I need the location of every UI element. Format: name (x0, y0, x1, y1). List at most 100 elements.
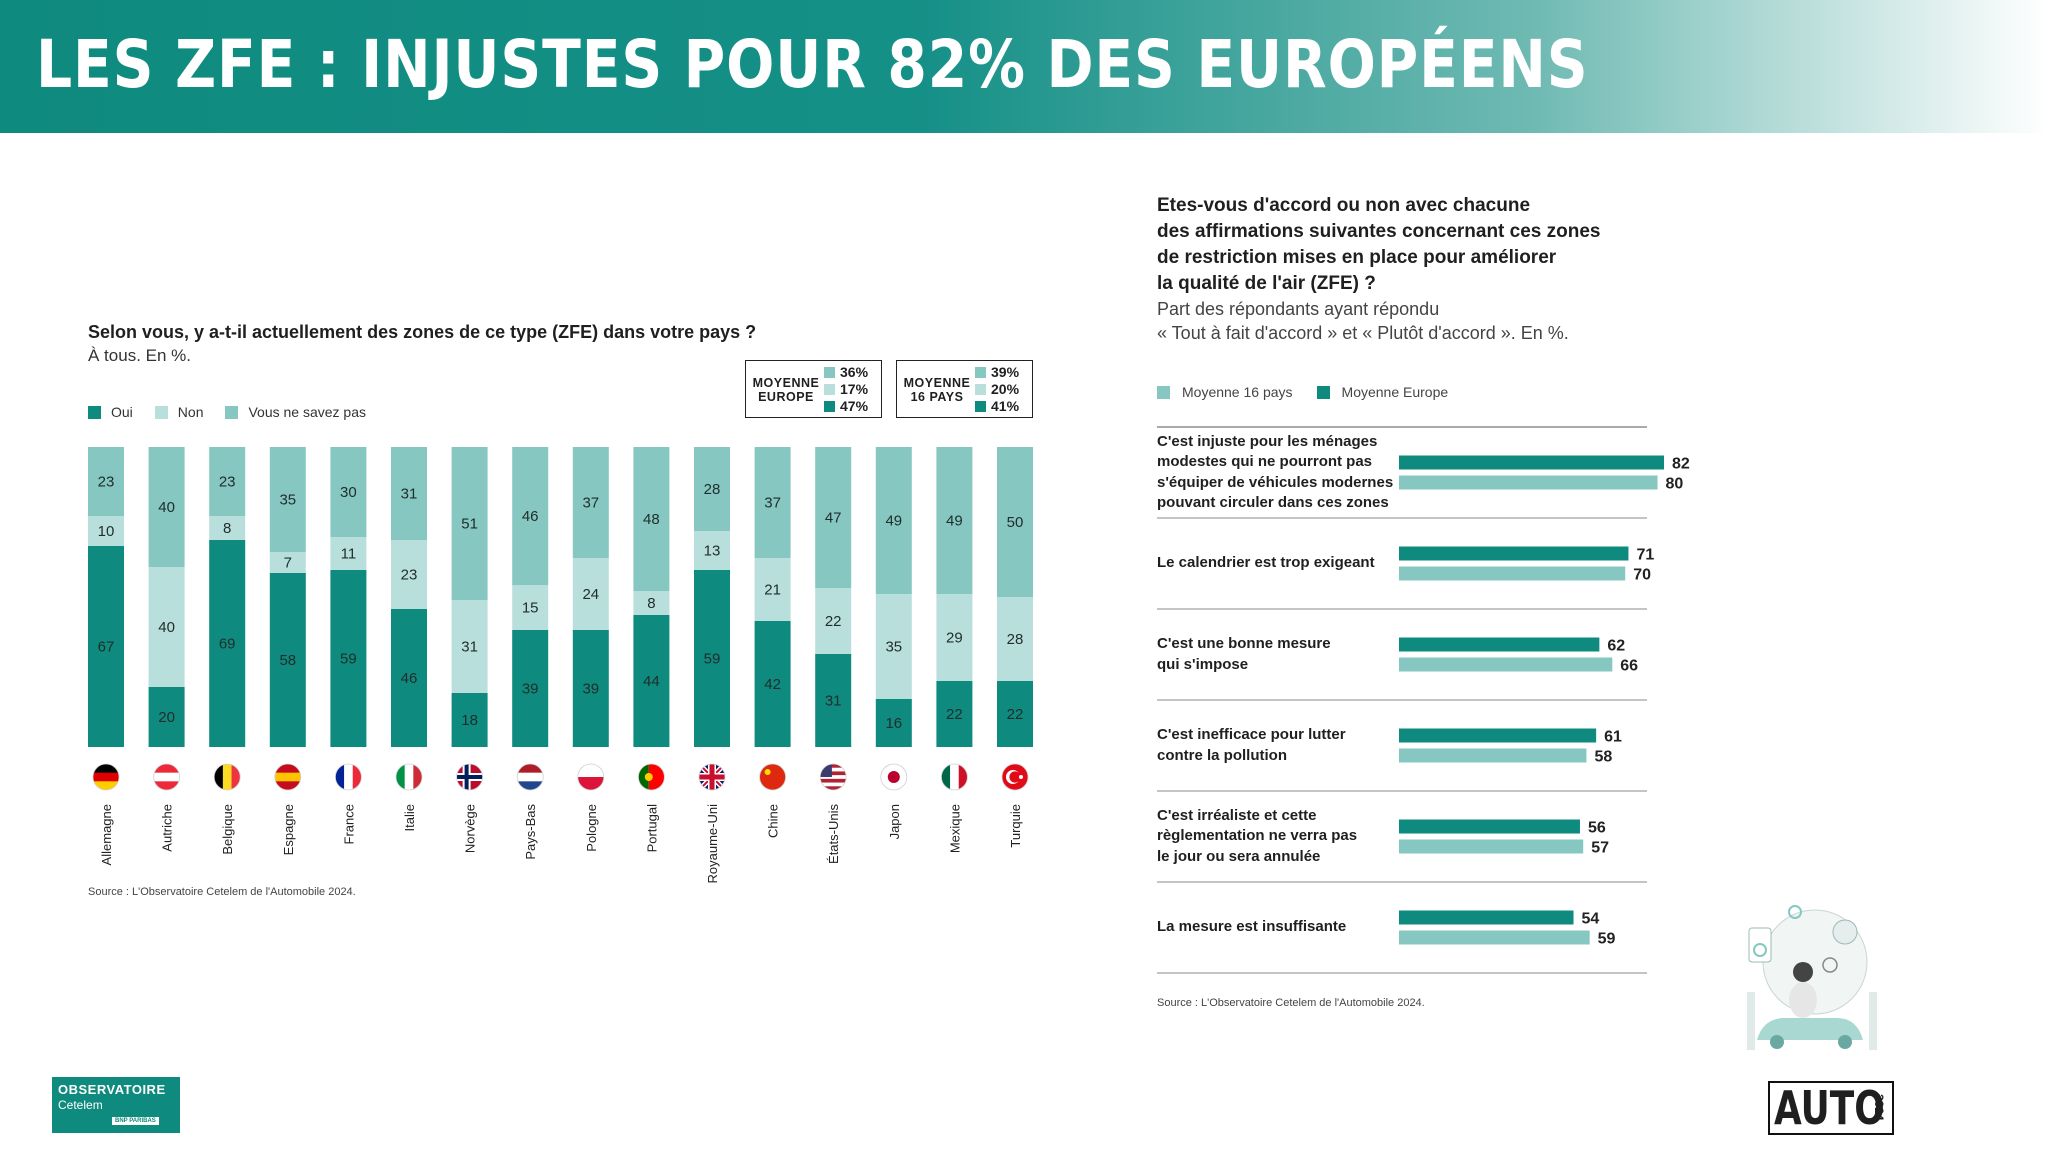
observatoire-logo: OBSERVATOIRE Cetelem BNP PARIBAS (52, 1077, 180, 1133)
flag-icon-2 (214, 764, 241, 790)
flag-icon-3 (274, 764, 301, 790)
label-non-12: 22 (825, 613, 842, 630)
label-oui-2: 69 (219, 636, 236, 653)
bar-nsp-12 (815, 447, 852, 588)
flag-border-9 (638, 763, 665, 791)
country-label-9: Portugal (644, 804, 659, 853)
bar-nsp-10 (694, 447, 730, 531)
country-label-2: Belgique (220, 804, 235, 855)
flag-border-14 (941, 763, 968, 791)
bar-oui-14 (936, 681, 973, 747)
bar-nsp-13 (875, 447, 912, 594)
hbar-europe-3 (1399, 728, 1597, 743)
flag-border-2 (213, 763, 241, 791)
flag-border-6 (456, 763, 484, 791)
bar-oui-11 (754, 621, 791, 747)
hbar-16pays-1 (1399, 566, 1626, 581)
header-banner: LES ZFE : INJUSTES POUR 82% DES EUROPÉEN… (0, 0, 2048, 133)
flag-border-0 (92, 763, 120, 791)
bar-non-15 (997, 597, 1033, 681)
bar-non-6 (451, 600, 488, 693)
label-nsp-11: 37 (764, 495, 781, 512)
label-non-14: 29 (946, 630, 963, 647)
label-nsp-10: 28 (704, 481, 721, 498)
bar-non-8 (572, 558, 609, 630)
bar-oui-15 (997, 681, 1033, 747)
flag-icon-12 (820, 764, 847, 790)
bar-oui-7 (512, 630, 549, 747)
bar-oui-2 (209, 540, 246, 747)
label-nsp-9: 48 (643, 511, 660, 528)
flag-icon-14 (941, 764, 968, 790)
left-chart-legend: Oui Non Vous ne savez pas (88, 404, 366, 420)
left-source: Source : L'Observatoire Cetelem de l'Aut… (88, 886, 356, 898)
flag-icon-10 (699, 764, 725, 790)
hbar-europe-value-5: 54 (1582, 911, 1600, 928)
label-oui-9: 44 (643, 673, 660, 690)
bar-oui-5 (391, 609, 427, 747)
avg-europe-oui: 47% (840, 398, 869, 414)
bar-non-1 (148, 567, 185, 687)
flag-border-15 (1001, 763, 1029, 791)
page-title: LES ZFE : INJUSTES POUR 82% DES EUROPÉEN… (36, 26, 1589, 103)
label-non-11: 21 (764, 582, 781, 599)
flag-border-11 (759, 763, 786, 791)
label-non-1: 40 (158, 619, 175, 636)
bar-non-14 (936, 594, 973, 681)
label-nsp-15: 50 (1007, 514, 1024, 531)
country-label-15: Turquie (1008, 804, 1023, 848)
hbar-16pays-value-3: 58 (1594, 749, 1612, 766)
country-label-4: France (341, 804, 356, 844)
flag-border-3 (274, 763, 302, 791)
flag-icon-11 (759, 764, 786, 790)
hbar-16pays-2 (1399, 657, 1613, 672)
bar-non-5 (391, 540, 427, 609)
left-chart-subtitle: À tous. En %. (88, 346, 191, 365)
country-label-7: Pays-Bas (523, 804, 538, 860)
hbar-16pays-5 (1399, 930, 1590, 945)
hbar-16pays-0 (1399, 475, 1658, 490)
right-chart-subtitle: Part des répondants ayant répondu « Tout … (1157, 299, 1569, 343)
label-nsp-5: 31 (401, 486, 418, 503)
bar-oui-0 (88, 546, 124, 747)
label-nsp-14: 49 (946, 513, 963, 530)
bar-non-11 (754, 558, 791, 621)
bar-oui-3 (269, 573, 306, 747)
bar-non-7 (512, 585, 549, 630)
hbar-16pays-value-5: 59 (1598, 931, 1616, 948)
hbar-16pays-value-2: 66 (1620, 658, 1638, 675)
avg-europe-non: 17% (840, 381, 869, 397)
label-oui-10: 59 (704, 651, 721, 668)
hbar-europe-4 (1399, 819, 1580, 834)
country-label-5: Italie (402, 804, 417, 831)
right-chart-title: Etes-vous d'accord ou non avec chacune de… (1157, 195, 1601, 294)
country-label-8: Pologne (584, 804, 599, 852)
label-non-6: 31 (461, 639, 478, 656)
label-non-10: 13 (704, 543, 721, 560)
bar-oui-1 (148, 687, 185, 747)
label-nsp-2: 23 (219, 474, 236, 491)
bar-nsp-14 (936, 447, 973, 594)
flag-icon-9 (638, 764, 665, 790)
label-nsp-0: 23 (98, 474, 115, 491)
bar-nsp-15 (997, 447, 1033, 597)
label-oui-11: 42 (764, 676, 781, 693)
label-nsp-7: 46 (522, 508, 539, 525)
label-non-13: 35 (885, 639, 902, 656)
label-nsp-4: 30 (340, 484, 357, 501)
flag-border-13 (880, 763, 908, 791)
bar-non-0 (88, 516, 124, 546)
label-oui-7: 39 (522, 681, 539, 698)
hbar-16pays-value-0: 80 (1666, 476, 1684, 493)
flag-icon-7 (517, 764, 544, 790)
country-label-13: Japon (887, 804, 902, 839)
bar-non-2 (209, 516, 246, 540)
bar-nsp-7 (512, 447, 549, 585)
legend-item-nsp: Vous ne savez pas (225, 404, 366, 420)
avg-16-oui: 41% (991, 398, 1020, 414)
hbar-16pays-3 (1399, 748, 1587, 763)
country-label-6: Norvège (463, 804, 478, 853)
label-non-0: 10 (98, 523, 115, 540)
country-label-11: Chine (766, 804, 781, 838)
